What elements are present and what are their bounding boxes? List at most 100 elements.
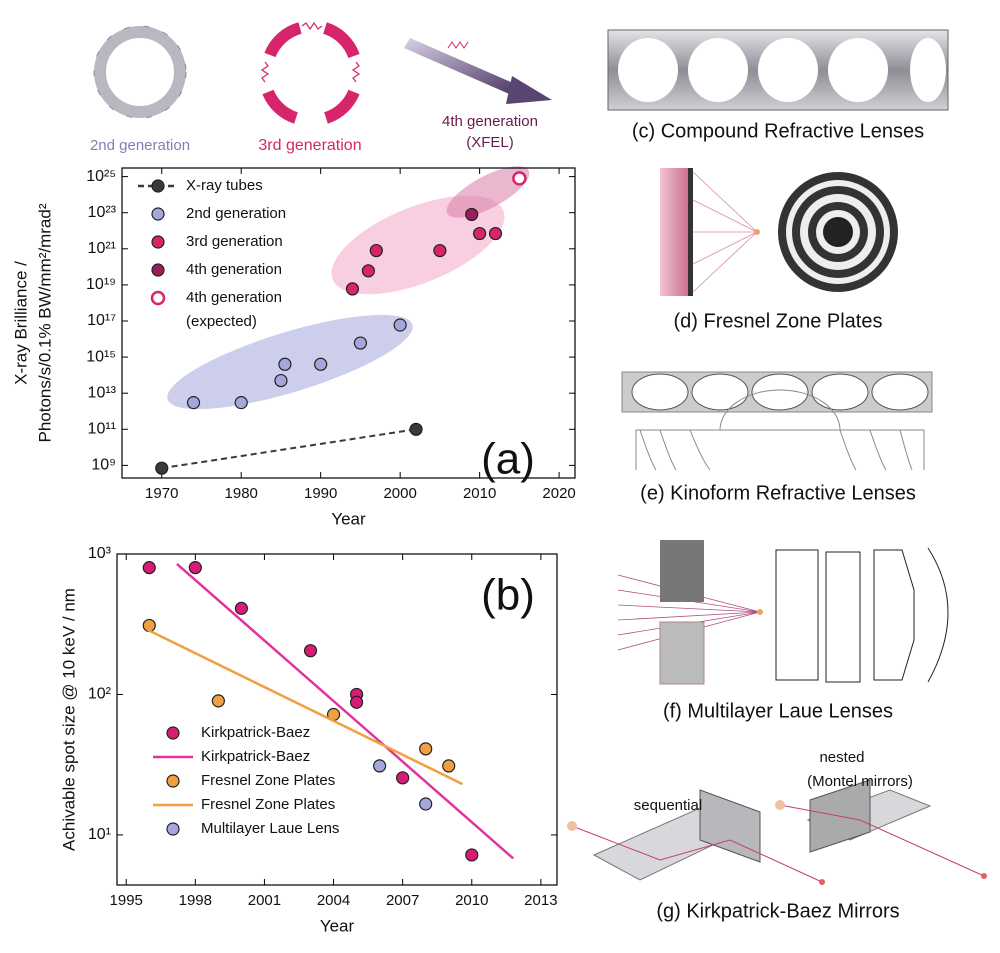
y-tick-label: 10²⁵ bbox=[86, 168, 116, 185]
marker bbox=[345, 282, 360, 296]
x-tick-label: 1995 bbox=[110, 892, 143, 909]
marker bbox=[361, 264, 375, 278]
x-tick-label: 2007 bbox=[386, 892, 419, 909]
label: (Montel mirrors) bbox=[807, 773, 913, 790]
legend-swatch bbox=[166, 774, 180, 788]
marker bbox=[155, 461, 169, 475]
legend-label-line: 4th generation bbox=[186, 289, 286, 306]
x-tick-label: 2000 bbox=[383, 485, 416, 502]
caption: (e) Kinoform Refractive Lenses bbox=[640, 482, 916, 504]
fit-line bbox=[146, 628, 464, 786]
marker bbox=[142, 561, 156, 575]
y-tick-label: 10² bbox=[88, 686, 112, 703]
legend-label: Fresnel Zone Plates bbox=[201, 796, 335, 813]
legend-swatch bbox=[166, 726, 180, 740]
legend-label: Kirkpatrick-Baez bbox=[201, 724, 310, 741]
y-tick-label: 10¹⁷ bbox=[87, 312, 116, 329]
group-shade bbox=[446, 166, 530, 218]
legend-swatch bbox=[151, 179, 165, 193]
marker bbox=[234, 396, 248, 410]
marker bbox=[465, 207, 479, 222]
legend-swatch bbox=[151, 207, 165, 221]
marker bbox=[186, 396, 201, 410]
y-tick-label: 10¹³ bbox=[88, 384, 117, 401]
legend-label: X-ray tubes bbox=[186, 177, 263, 194]
trend-line bbox=[161, 428, 417, 470]
y-tick-label: 10³ bbox=[88, 545, 112, 562]
caption: (f) Multilayer Laue Lenses bbox=[663, 700, 893, 722]
legend-swatch bbox=[151, 263, 165, 277]
label: sequential bbox=[634, 797, 702, 814]
marker bbox=[353, 336, 368, 350]
marker bbox=[419, 797, 433, 811]
marker bbox=[393, 318, 407, 332]
fzp bbox=[660, 168, 898, 296]
plot-frame bbox=[116, 553, 558, 886]
ring-2nd bbox=[93, 25, 187, 119]
mll bbox=[617, 540, 949, 685]
legend-label: Fresnel Zone Plates bbox=[201, 772, 335, 789]
y-tick-label: 10⁹ bbox=[91, 457, 116, 474]
x-tick-label: 2010 bbox=[455, 892, 488, 909]
y-tick-label: 10¹¹ bbox=[88, 421, 116, 438]
y-tick-label: 10²¹ bbox=[88, 240, 116, 257]
caption: (c) Compound Refractive Lenses bbox=[632, 120, 924, 142]
ring-3rd bbox=[260, 21, 361, 124]
y-tick-label: 10¹ bbox=[88, 826, 111, 843]
x-tick-label: 1998 bbox=[179, 892, 212, 909]
y-tick-label: 10¹⁵ bbox=[86, 348, 116, 365]
xfel-arrow bbox=[404, 38, 552, 104]
marker bbox=[409, 422, 423, 436]
x-tick-label: 2010 bbox=[463, 485, 496, 502]
marker bbox=[349, 695, 364, 709]
fit-line bbox=[176, 562, 515, 860]
legend-swatch bbox=[150, 290, 166, 306]
legend-label-line: (expected) bbox=[186, 313, 257, 330]
label: 3rd generation bbox=[258, 137, 361, 154]
legend-label: 4th generation bbox=[186, 261, 282, 278]
y-tick-label: 10²³ bbox=[88, 204, 117, 221]
x-axis-label: Year bbox=[320, 916, 355, 935]
x-tick-label: 1990 bbox=[304, 485, 337, 502]
marker bbox=[396, 771, 410, 785]
marker bbox=[488, 226, 503, 241]
panel-label: (b) bbox=[481, 571, 535, 620]
crl bbox=[607, 29, 949, 111]
y-axis-label: Achivable spot size @ 10 keV / nm bbox=[59, 588, 78, 851]
marker bbox=[465, 848, 479, 862]
marker bbox=[211, 694, 225, 708]
x-tick-label: 2004 bbox=[317, 892, 350, 909]
caption: (g) Kirkpatrick-Baez Mirrors bbox=[656, 900, 899, 922]
marker bbox=[234, 601, 248, 615]
marker bbox=[303, 644, 318, 658]
legend-label: 3rd generation bbox=[186, 233, 283, 250]
marker bbox=[442, 759, 456, 773]
x-axis-label: Year bbox=[331, 509, 366, 528]
x-tick-label: 2013 bbox=[524, 892, 557, 909]
y-axis-label: X-ray Brilliance / bbox=[11, 261, 30, 385]
panel-label: (a) bbox=[481, 435, 535, 484]
x-tick-label: 1970 bbox=[145, 485, 178, 502]
marker bbox=[188, 561, 202, 575]
legend-label: 2nd generation bbox=[186, 205, 286, 222]
legend-label: Multilayer Laue Lens bbox=[201, 820, 339, 837]
marker bbox=[314, 357, 328, 371]
x-tick-label: 2001 bbox=[248, 892, 281, 909]
x-tick-label: 2020 bbox=[542, 485, 575, 502]
marker bbox=[419, 742, 433, 756]
kb-mirrors bbox=[567, 779, 987, 885]
legend-label: Kirkpatrick-Baez bbox=[201, 748, 310, 765]
legend-label: 4th generation (expected) bbox=[186, 289, 286, 330]
marker bbox=[369, 243, 383, 258]
kinoform bbox=[621, 371, 933, 471]
label: 4th generation bbox=[442, 113, 538, 130]
marker bbox=[473, 226, 487, 241]
marker bbox=[373, 759, 387, 773]
marker bbox=[512, 171, 527, 186]
y-axis-label: Photons/s/0.1% BW/mm²/mrad² bbox=[35, 203, 54, 442]
marker bbox=[274, 373, 288, 388]
legend-swatch bbox=[166, 822, 180, 836]
caption: (d) Fresnel Zone Plates bbox=[674, 310, 883, 332]
label: nested bbox=[819, 749, 864, 766]
